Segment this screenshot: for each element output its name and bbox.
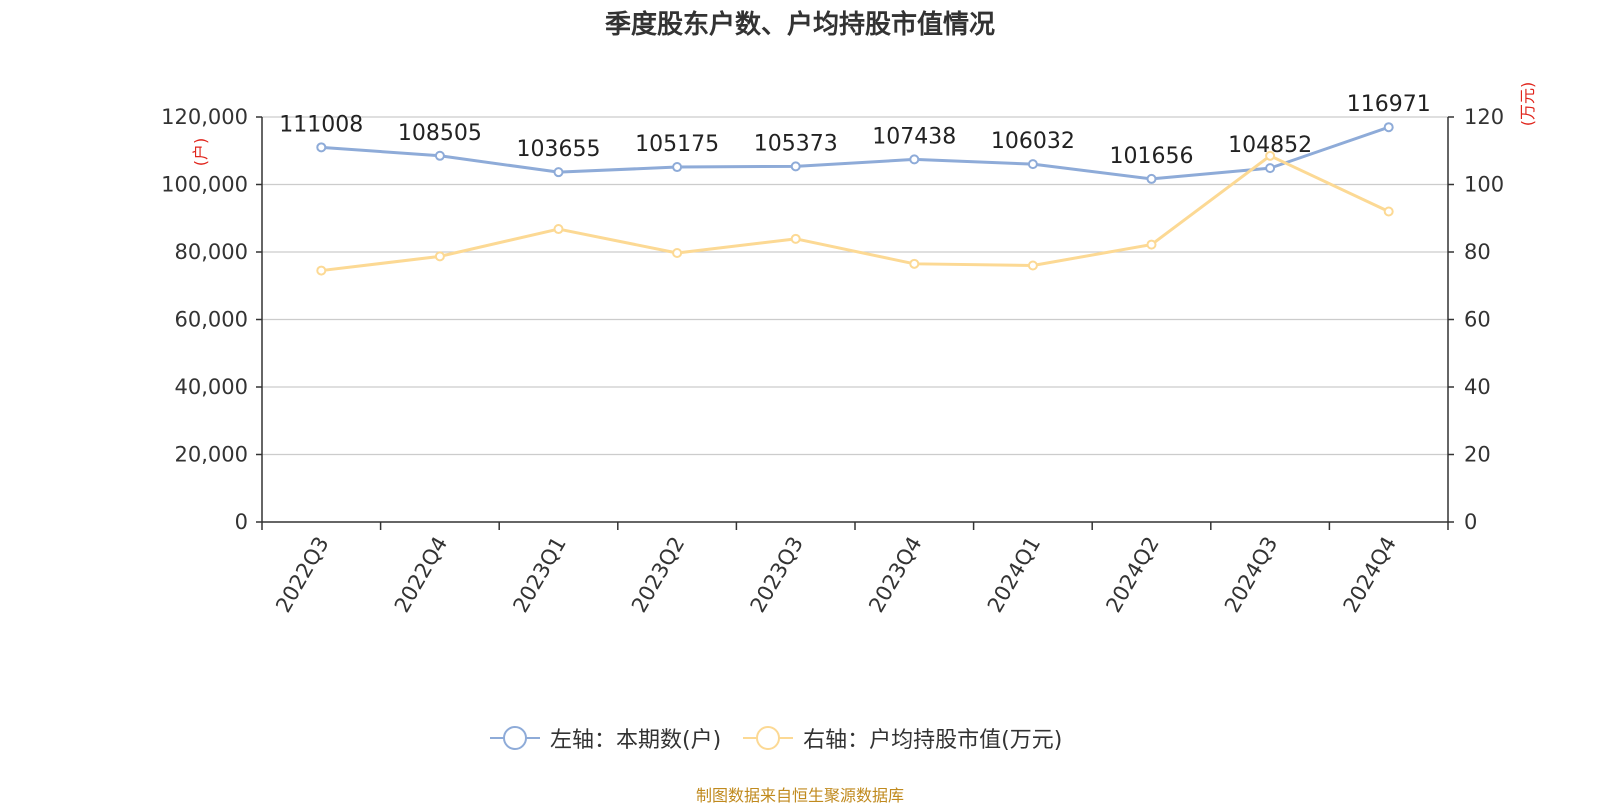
y-left-tick-label: 100,000 xyxy=(161,173,248,197)
data-point-right xyxy=(1383,206,1394,217)
y-left-axis-label: (户) xyxy=(191,138,210,167)
x-tick-label: 2022Q3 xyxy=(271,533,333,617)
data-point-left xyxy=(909,154,920,165)
y-left-tick-label: 60,000 xyxy=(175,308,248,332)
y-right-tick-label: 60 xyxy=(1464,308,1491,332)
data-point-right xyxy=(553,224,564,235)
y-right-tick-label: 120 xyxy=(1464,105,1504,129)
legend-left-series-icon xyxy=(490,726,540,750)
x-tick-label: 2023Q2 xyxy=(627,533,689,617)
data-point-right xyxy=(434,251,445,262)
data-point-left xyxy=(316,142,327,153)
x-tick-label: 2024Q1 xyxy=(983,533,1045,617)
y-right-tick-label: 80 xyxy=(1464,240,1491,264)
y-left-tick-label: 120,000 xyxy=(161,105,248,129)
y-right-tick-label: 0 xyxy=(1464,510,1477,534)
legend-right-series-icon xyxy=(743,726,794,750)
y-left-tick-label: 80,000 xyxy=(175,240,248,264)
data-label: 111008 xyxy=(279,112,363,137)
x-tick-label: 2024Q2 xyxy=(1101,533,1163,617)
x-tick-label: 2023Q4 xyxy=(864,533,926,617)
data-label: 105373 xyxy=(754,131,838,156)
data-label: 116971 xyxy=(1347,92,1431,117)
x-tick-label: 2023Q1 xyxy=(508,533,570,617)
x-tick-label: 2023Q3 xyxy=(746,533,808,617)
legend-item-right-series[interactable]: 右轴：户均持股市值(万元) xyxy=(743,722,1062,754)
y-right-tick-label: 100 xyxy=(1464,173,1504,197)
data-label: 107438 xyxy=(872,124,956,149)
y-right-axis-label: (万元) xyxy=(1518,82,1537,127)
data-point-right xyxy=(790,233,801,244)
data-point-left xyxy=(1265,163,1276,174)
series-line-right xyxy=(321,154,1390,273)
y-right-tick-label: 40 xyxy=(1464,375,1491,399)
chart-legend: 左轴：本期数(户) 右轴：户均持股市值(万元) xyxy=(490,722,1084,754)
legend-right-series-label: 右轴：户均持股市值(万元) xyxy=(803,728,1063,753)
y-right-tick-label: 20 xyxy=(1464,443,1491,467)
x-tick-label: 2022Q4 xyxy=(390,533,452,617)
data-point-left xyxy=(553,167,564,178)
x-tick-label: 2024Q4 xyxy=(1339,533,1401,617)
data-label: 106032 xyxy=(991,129,1075,154)
series-line-left xyxy=(321,125,1390,181)
y-left-tick-label: 20,000 xyxy=(175,443,248,467)
data-point-right xyxy=(1265,150,1276,161)
data-point-left xyxy=(1146,173,1157,184)
data-point-right xyxy=(316,265,327,276)
data-point-left xyxy=(1383,122,1394,133)
data-point-left xyxy=(790,161,801,172)
legend-left-series-label: 左轴：本期数(户) xyxy=(550,728,722,753)
data-label: 103655 xyxy=(517,137,601,162)
y-left-tick-label: 0 xyxy=(235,510,248,534)
data-point-right xyxy=(909,258,920,269)
data-point-left xyxy=(1027,159,1038,170)
chart-title: 季度股东户数、户均持股市值情况 xyxy=(604,10,995,40)
data-label: 108505 xyxy=(398,121,482,146)
data-point-right xyxy=(672,248,683,259)
data-label: 101656 xyxy=(1110,144,1194,169)
data-point-right xyxy=(1146,239,1157,250)
x-tick-label: 2024Q3 xyxy=(1220,533,1282,617)
data-point-right xyxy=(1027,260,1038,271)
data-label: 105175 xyxy=(635,132,719,157)
data-point-left xyxy=(434,150,445,161)
source-note: 制图数据来自恒生聚源数据库 xyxy=(695,786,904,805)
y-left-tick-label: 40,000 xyxy=(175,375,248,399)
legend-item-left-series[interactable]: 左轴：本期数(户) xyxy=(490,722,721,754)
data-point-left xyxy=(672,162,683,173)
